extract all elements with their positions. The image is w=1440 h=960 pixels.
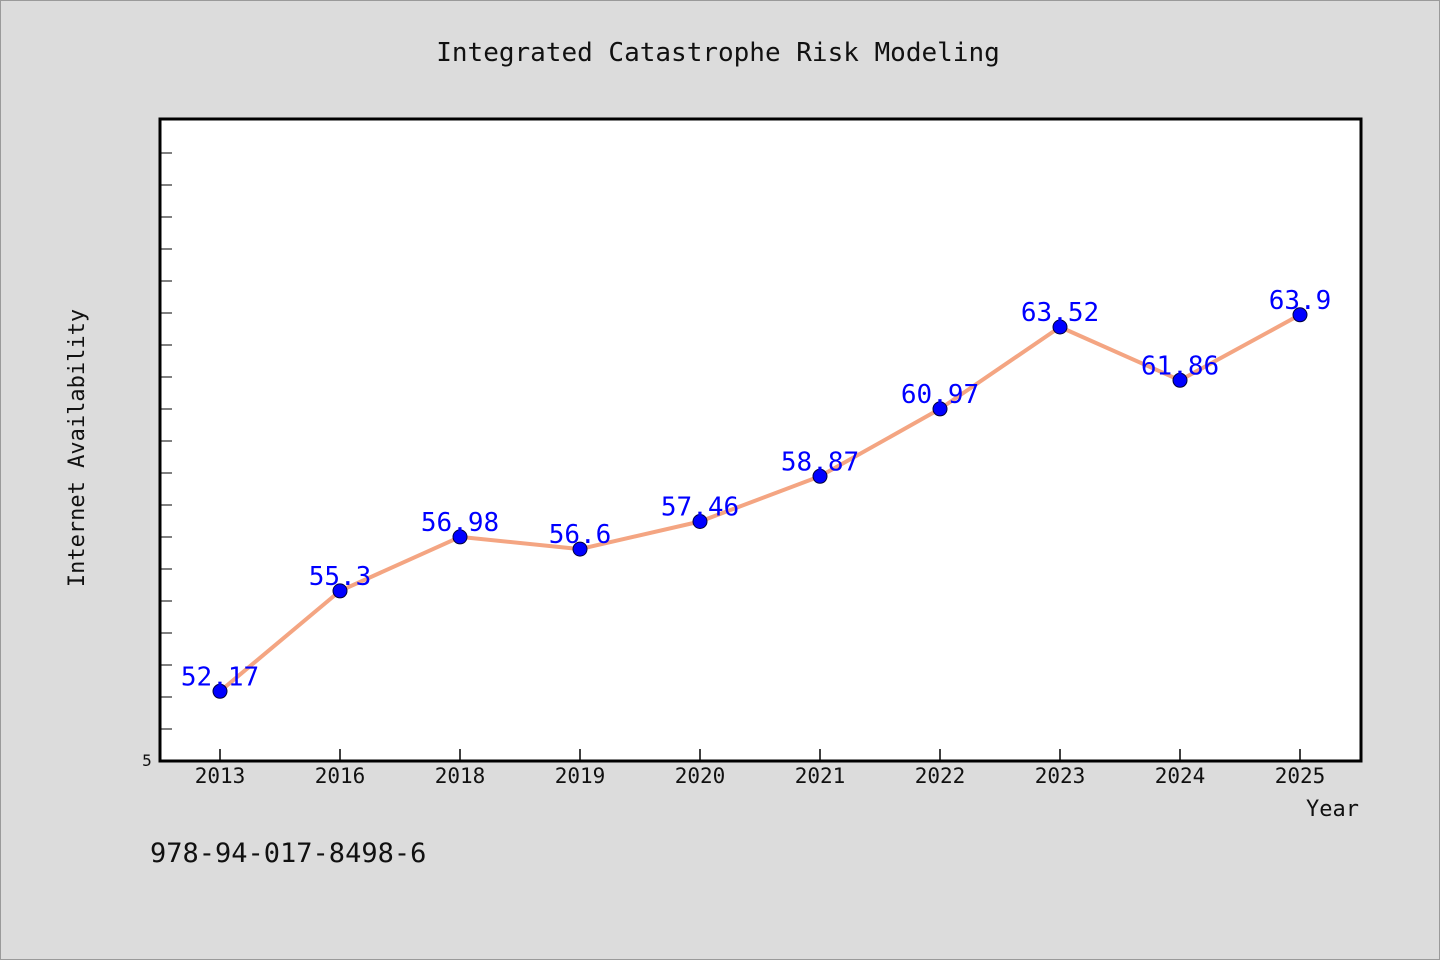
data-markers — [212, 307, 1308, 699]
x-tick-label: 2013 — [195, 764, 246, 788]
data-label: 56.6 — [549, 520, 612, 550]
x-tick-label: 2020 — [675, 764, 726, 788]
data-point — [692, 514, 708, 529]
data-point — [332, 583, 348, 599]
data-point — [1172, 372, 1188, 388]
data-label: 56.98 — [421, 508, 499, 538]
data-label: 60.97 — [901, 380, 979, 410]
x-tick-label: 2024 — [1155, 764, 1206, 788]
data-label: 63.9 — [1269, 286, 1332, 316]
x-tick-label: 2022 — [915, 764, 966, 788]
data-label: 57.46 — [661, 493, 739, 523]
x-tick-label: 2018 — [435, 764, 486, 788]
data-point — [212, 683, 228, 699]
data-labels: 52.17 55.3 56.98 56.6 57.46 58.87 60.97 63.52 61… — [181, 286, 1331, 693]
x-tick-label: 2025 — [1275, 764, 1326, 788]
x-axis-ticks: 2013 2016 2018 2019 2020 2021 2022 2023 2024 2025 — [195, 749, 1326, 788]
data-point — [812, 468, 828, 484]
data-point — [932, 401, 948, 417]
x-tick-label: 2023 — [1035, 764, 1086, 788]
y-tick-label: 5 — [142, 751, 152, 770]
data-point — [452, 529, 468, 545]
data-point — [1052, 319, 1068, 335]
data-point — [572, 541, 588, 557]
y-axis-title: Internet Availability — [65, 309, 90, 587]
plot-border — [158, 117, 1363, 763]
series-line — [218, 313, 1301, 693]
plot-area — [160, 119, 1361, 761]
data-label: 52.17 — [181, 662, 259, 692]
data-label: 61.86 — [1141, 351, 1219, 381]
x-tick-label: 2016 — [315, 764, 366, 788]
data-label: 58.87 — [781, 447, 859, 477]
y-axis-ticks — [160, 152, 172, 730]
footnote-isbn: 978-94-017-8498-6 — [150, 838, 426, 869]
data-label: 55.3 — [309, 562, 372, 592]
x-tick-label: 2021 — [795, 764, 846, 788]
x-tick-label: 2019 — [555, 764, 606, 788]
data-point — [1292, 307, 1308, 323]
data-label: 63.52 — [1021, 298, 1099, 328]
chart-title: Integrated Catastrophe Risk Modeling — [436, 38, 1000, 68]
x-axis-title: Year — [1306, 797, 1359, 822]
